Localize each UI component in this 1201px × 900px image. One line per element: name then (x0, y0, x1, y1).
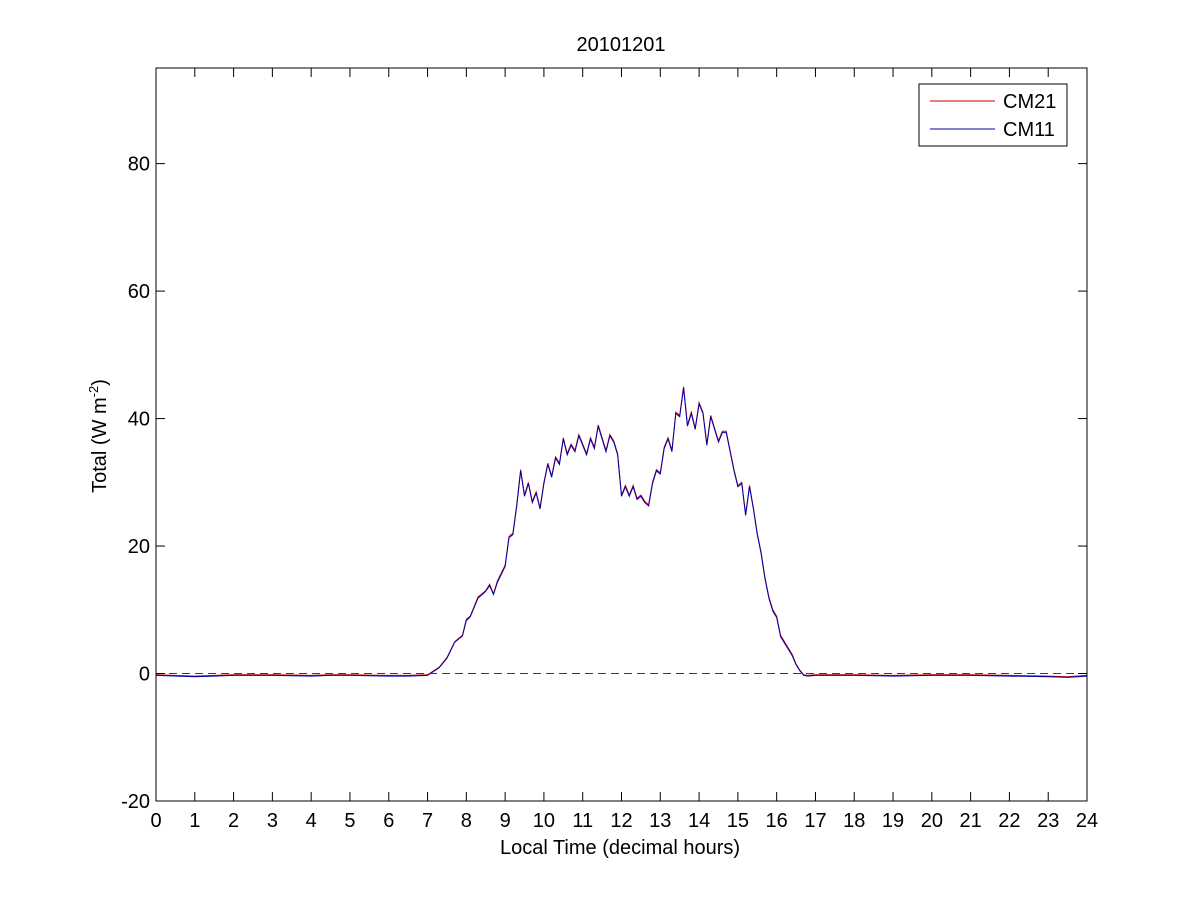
y-tick-label: 80 (128, 154, 150, 176)
y-axis-label-main: Total (W m (89, 397, 111, 493)
y-axis: -20 0 20 40 60 80 (121, 154, 1087, 813)
x-axis-label: Local Time (decimal hours) (500, 837, 740, 859)
x-tick-label: 2 (228, 810, 239, 832)
y-tick-label: 0 (139, 664, 150, 686)
x-tick-label: 20 (921, 810, 943, 832)
y-tick-label: 20 (128, 536, 150, 558)
x-tick-label: 19 (882, 810, 904, 832)
x-tick-label: 16 (766, 810, 788, 832)
plot-area (156, 68, 1087, 801)
x-tick-label: 18 (843, 810, 865, 832)
x-tick-label: 21 (960, 810, 982, 832)
x-tick-label: 13 (649, 810, 671, 832)
legend: CM21 CM11 (918, 83, 1068, 147)
x-tick-label: 17 (804, 810, 826, 832)
x-tick-label: 11 (572, 810, 593, 832)
x-tick-label: 9 (500, 810, 511, 832)
x-tick-label: 10 (533, 810, 555, 832)
x-tick-label: 15 (727, 810, 749, 832)
y-axis-label-close: ) (89, 379, 111, 386)
x-tick-label: 0 (150, 810, 161, 832)
y-tick-label: -20 (121, 791, 150, 813)
x-tick-label: 14 (688, 810, 710, 832)
x-tick-label: 5 (344, 810, 355, 832)
y-axis-label: Total (W m-2) (86, 379, 111, 493)
chart-title: 20101201 (577, 34, 666, 56)
y-tick-label: 40 (128, 409, 150, 431)
x-tick-label: 12 (610, 810, 632, 832)
y-axis-label-superscript: -2 (86, 386, 101, 398)
x-tick-label: 24 (1076, 810, 1098, 832)
legend-label-cm21: CM21 (1003, 91, 1056, 113)
x-tick-label: 4 (306, 810, 317, 832)
x-axis: 0 1 2 3 4 5 6 7 8 9 10 11 12 13 14 15 16 17 18 19 20 21 22 23 24 (150, 68, 1098, 832)
x-tick-label: 7 (422, 810, 433, 832)
series-layer (155, 386, 1088, 678)
x-tick-label: 6 (383, 810, 394, 832)
legend-box (918, 83, 1068, 147)
series-line-cm11 (155, 387, 1088, 678)
x-tick-label: 23 (1037, 810, 1059, 832)
x-tick-label: 1 (189, 810, 200, 832)
x-tick-label: 3 (267, 810, 278, 832)
y-tick-label: 60 (128, 281, 150, 303)
legend-label-cm11: CM11 (1003, 119, 1055, 141)
x-tick-label: 22 (998, 810, 1020, 832)
x-tick-label: 8 (461, 810, 472, 832)
